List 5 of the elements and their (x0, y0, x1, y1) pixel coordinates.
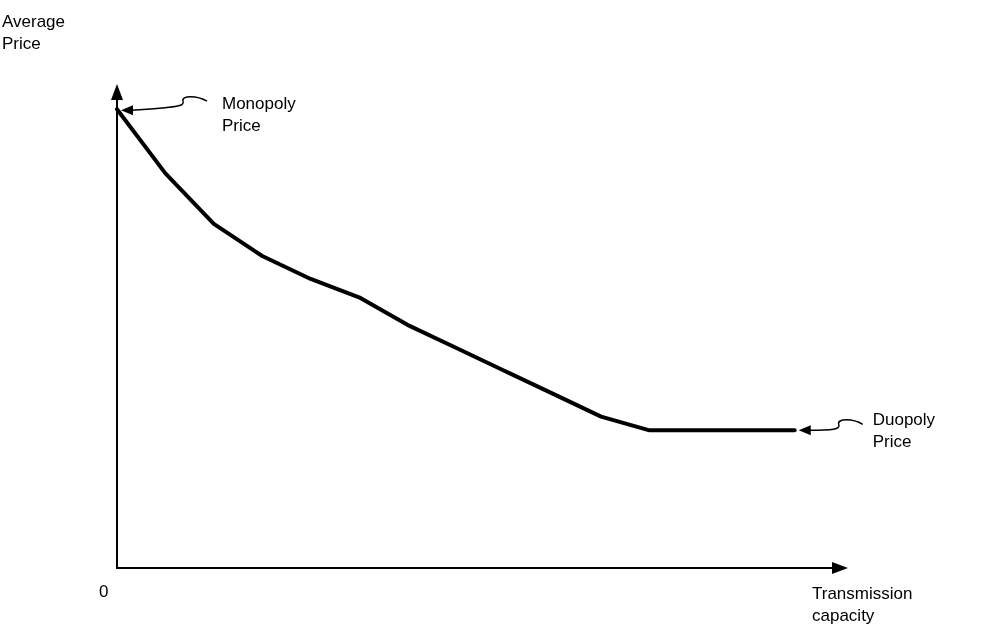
x-axis-title: Transmission capacity (812, 583, 918, 625)
annotation: Monopoly Price (222, 93, 301, 135)
text: Duopoly Price (872, 409, 940, 451)
text: 0 (99, 581, 109, 601)
y-axis-title: Average Price (2, 11, 70, 53)
